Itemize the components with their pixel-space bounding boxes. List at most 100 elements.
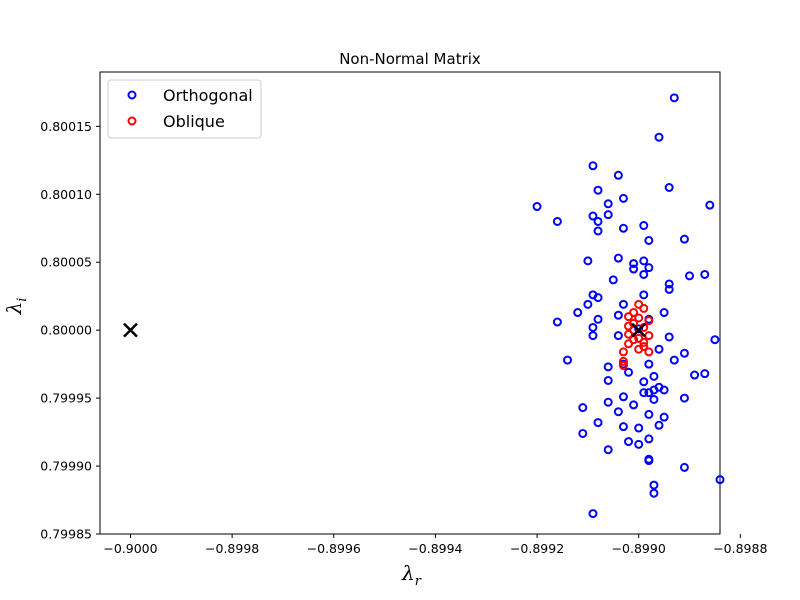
data-point-orthogonal: [588, 161, 598, 171]
x-tick-label: −0.8988: [713, 541, 767, 556]
data-point-oblique: [618, 356, 628, 366]
data-point-orthogonal: [639, 269, 649, 279]
data-point-oblique: [624, 312, 634, 322]
x-axis-label: λr: [401, 561, 422, 589]
data-point-orthogonal: [664, 284, 674, 294]
data-point-orthogonal: [685, 271, 695, 281]
legend: Orthogonal Oblique: [107, 79, 262, 139]
data-point-orthogonal: [578, 428, 588, 438]
data-point-orthogonal: [603, 199, 613, 209]
data-point-orthogonal: [583, 256, 593, 266]
y-tick-label: 0.79990: [40, 459, 92, 474]
y-tick-label: 0.79995: [40, 391, 92, 406]
data-point-orthogonal: [654, 344, 664, 354]
data-point-orthogonal: [659, 412, 669, 422]
plot-area-border: [99, 71, 721, 535]
data-point-oblique: [639, 303, 649, 313]
data-point-orthogonal: [532, 202, 542, 212]
x-tick-label: −0.8994: [408, 541, 462, 556]
x-tick-label: −0.8996: [307, 541, 361, 556]
data-point-orthogonal: [608, 275, 618, 285]
data-point-orthogonal: [634, 324, 644, 334]
data-point-orthogonal: [639, 377, 649, 387]
data-point-orthogonal: [644, 235, 654, 245]
legend-label-orthogonal: Orthogonal: [163, 86, 253, 105]
data-point-orthogonal: [639, 256, 649, 266]
data-point-orthogonal: [649, 371, 659, 381]
data-point-orthogonal: [578, 403, 588, 413]
data-point-orthogonal: [613, 407, 623, 417]
data-point-orthogonal: [613, 310, 623, 320]
data-point-orthogonal: [603, 362, 613, 372]
data-point-orthogonal: [669, 355, 679, 365]
legend-marker-orthogonal: [127, 90, 137, 100]
chart-title: Non-Normal Matrix: [339, 50, 481, 68]
data-point-orthogonal: [644, 263, 654, 273]
y-tick-label: 0.80005: [40, 255, 92, 270]
legend-label-oblique: Oblique: [163, 112, 225, 131]
data-point-oblique: [624, 329, 634, 339]
y-tick-label: 0.80015: [40, 119, 92, 134]
data-point-orthogonal: [679, 234, 689, 244]
x-tick-label: −0.8992: [510, 541, 564, 556]
y-tick-label: 0.79985: [40, 527, 92, 542]
data-point-orthogonal: [618, 422, 628, 432]
data-point-orthogonal: [690, 370, 700, 380]
y-axis: 0.79985 0.79990 0.79995 0.80000 0.80005 0.800…: [40, 119, 100, 542]
data-point-orthogonal: [654, 420, 664, 430]
data-point-orthogonal: [618, 193, 628, 203]
data-point-orthogonal: [618, 223, 628, 233]
data-point-orthogonal: [593, 293, 603, 303]
data-point-orthogonal: [654, 132, 664, 142]
data-point-orthogonal: [710, 335, 720, 345]
cross-markers: [123, 322, 647, 338]
data-point-orthogonal: [593, 226, 603, 236]
data-point-orthogonal: [603, 445, 613, 455]
data-point-orthogonal: [593, 216, 603, 226]
data-point-orthogonal: [644, 409, 654, 419]
data-point-orthogonal: [624, 367, 634, 377]
data-point-orthogonal: [588, 322, 598, 332]
data-point-oblique: [634, 313, 644, 323]
data-point-orthogonal: [603, 397, 613, 407]
data-point-orthogonal: [649, 488, 659, 498]
data-point-oblique: [618, 361, 628, 371]
legend-marker-oblique: [127, 116, 137, 126]
data-point-orthogonal: [583, 299, 593, 309]
data-point-orthogonal: [639, 221, 649, 231]
data-point-orthogonal: [659, 308, 669, 318]
data-point-oblique: [624, 339, 634, 349]
data-point-orthogonal: [700, 369, 710, 379]
legend-box: [107, 79, 262, 139]
data-point-orthogonal: [669, 93, 679, 103]
x-marker: [631, 322, 647, 338]
data-point-orthogonal: [629, 264, 639, 274]
data-point-orthogonal: [664, 279, 674, 289]
data-point-orthogonal: [563, 355, 573, 365]
scatter-points: [532, 93, 725, 519]
data-point-oblique: [618, 347, 628, 357]
data-point-orthogonal: [624, 437, 634, 447]
y-tick-label: 0.80000: [40, 323, 92, 338]
data-point-orthogonal: [705, 200, 715, 210]
data-point-orthogonal: [679, 393, 689, 403]
y-tick-label: 0.80010: [40, 187, 92, 202]
data-point-orthogonal: [588, 331, 598, 341]
data-point-orthogonal: [552, 317, 562, 327]
data-point-orthogonal: [618, 392, 628, 402]
data-point-orthogonal: [629, 259, 639, 269]
data-point-orthogonal: [613, 253, 623, 263]
data-point-orthogonal: [593, 314, 603, 324]
data-point-orthogonal: [664, 183, 674, 192]
data-point-orthogonal: [629, 400, 639, 410]
data-point-oblique: [639, 337, 649, 347]
data-point-orthogonal: [593, 185, 603, 195]
data-point-orthogonal: [644, 434, 654, 444]
data-point-orthogonal: [679, 462, 689, 472]
data-point-orthogonal: [613, 170, 623, 180]
data-point-orthogonal: [679, 348, 689, 358]
data-point-orthogonal: [649, 394, 659, 404]
data-point-orthogonal: [649, 480, 659, 490]
y-axis-label: λi: [2, 298, 30, 316]
data-point-orthogonal: [634, 423, 644, 433]
